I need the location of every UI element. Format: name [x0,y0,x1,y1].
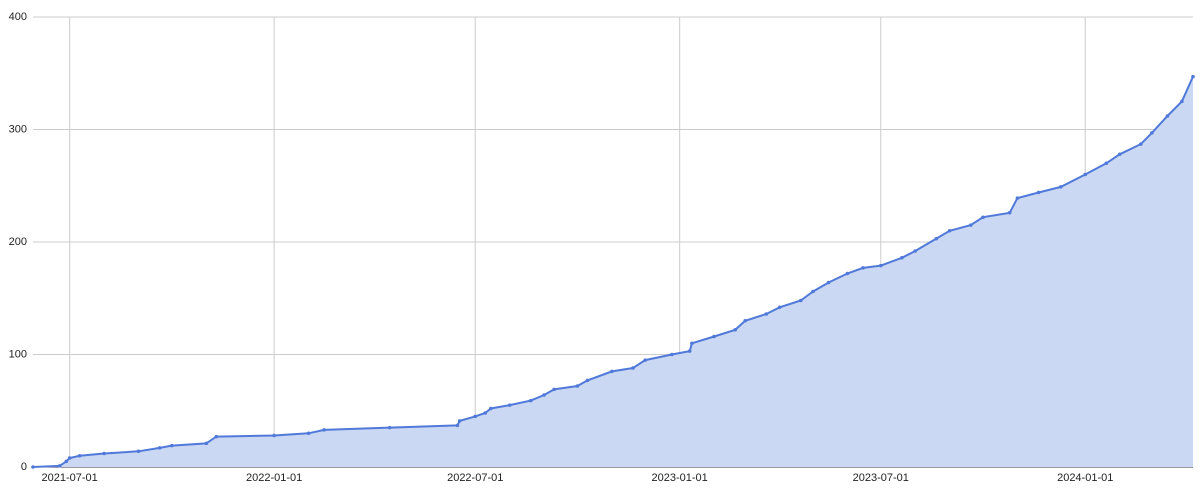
point [507,403,512,407]
point [272,433,276,438]
point [77,453,82,458]
point [483,411,488,415]
x-tick-label: 2021-07-01 [42,472,98,484]
y-tick-label: 100 [9,348,27,360]
point [826,280,831,285]
point [542,393,546,397]
point [455,423,460,428]
point [981,215,985,220]
y-tick-label: 300 [9,123,27,135]
point [631,366,635,370]
point [528,398,533,403]
point [687,349,692,353]
point [387,425,392,430]
point [322,428,326,432]
point [552,387,556,392]
point [934,236,939,241]
point [968,223,973,227]
point [811,289,815,294]
point [1015,196,1020,200]
point [1191,74,1195,79]
y-tick-label: 0 [21,461,27,473]
point [764,312,769,316]
point [643,358,648,362]
point [170,443,174,448]
point [845,271,850,276]
point [900,255,904,260]
point [136,449,141,454]
point [1036,190,1041,195]
x-tick-label: 2024-01-01 [1057,472,1113,484]
point [1138,142,1143,146]
point [1104,161,1109,166]
point [67,456,72,460]
point [306,431,311,436]
point [878,263,883,268]
point [913,249,918,253]
point [777,305,782,310]
point [473,414,478,419]
point [947,228,952,233]
point [1165,114,1170,118]
point [488,406,493,411]
x-tick-label: 2023-07-01 [853,472,909,484]
point [1083,172,1088,177]
point [31,465,35,469]
point [102,451,106,456]
point [204,441,209,446]
x-tick-label: 2022-07-01 [447,472,503,484]
point [157,446,162,450]
point [712,334,716,339]
x-tick-label: 2023-01-01 [652,472,708,484]
point [861,266,865,270]
point [610,369,614,374]
x-tick-label: 2022-01-01 [246,472,302,484]
point [57,464,62,468]
point [743,318,748,323]
point [457,419,462,423]
point [64,459,69,464]
point [1150,131,1154,135]
point [1180,99,1184,104]
y-tick-label: 200 [9,236,27,248]
point [798,298,803,303]
y-tick-label: 400 [9,11,27,23]
area [33,76,1193,467]
point [214,434,219,439]
point [670,352,674,357]
point [1007,210,1012,215]
point [575,384,580,388]
point [690,341,694,346]
point [1117,152,1122,157]
point [1058,185,1063,189]
point [585,378,590,383]
point [733,327,738,332]
